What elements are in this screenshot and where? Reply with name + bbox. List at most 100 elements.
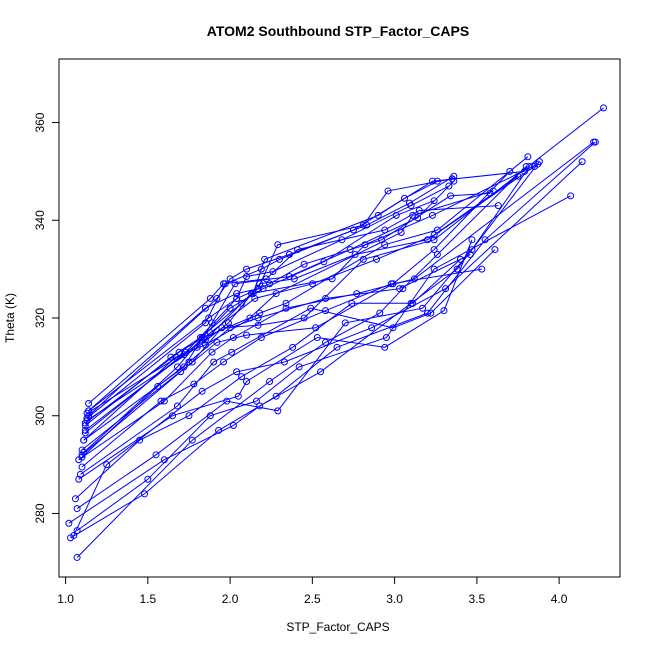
series-line xyxy=(76,166,527,558)
data-point xyxy=(206,294,214,302)
data-point xyxy=(223,397,231,405)
data-point xyxy=(85,407,93,415)
data-point xyxy=(175,348,183,356)
series-line xyxy=(73,161,583,536)
data-point xyxy=(233,290,241,298)
data-point xyxy=(389,324,397,332)
data-point xyxy=(272,290,280,298)
data-point xyxy=(243,272,251,280)
series-24 xyxy=(80,177,458,444)
data-point xyxy=(229,422,237,430)
y-tick-label: 320 xyxy=(33,308,47,328)
series-layer xyxy=(65,104,608,561)
data-point xyxy=(466,250,474,258)
data-point xyxy=(349,226,357,234)
data-point xyxy=(213,338,221,346)
data-point xyxy=(368,324,376,332)
data-point xyxy=(407,202,415,210)
series-line xyxy=(83,180,455,441)
series-line xyxy=(86,163,538,414)
data-point xyxy=(430,197,438,205)
data-point xyxy=(252,397,260,405)
data-point xyxy=(157,397,165,405)
data-point xyxy=(144,475,152,483)
data-point xyxy=(377,236,385,244)
data-point xyxy=(433,177,441,185)
data-point xyxy=(430,231,438,239)
data-point xyxy=(180,363,188,371)
series-line xyxy=(88,178,453,412)
data-point xyxy=(169,412,177,420)
data-point xyxy=(221,280,229,288)
data-point xyxy=(231,280,239,288)
series-line xyxy=(81,254,471,458)
x-tick-label: 4.0 xyxy=(551,592,568,606)
data-point xyxy=(409,299,417,307)
data-point xyxy=(373,255,381,263)
x-tick-label: 1.0 xyxy=(57,592,74,606)
data-point xyxy=(333,343,341,351)
data-point xyxy=(256,402,264,410)
series-line xyxy=(81,107,604,451)
x-tick-label: 2.0 xyxy=(222,592,239,606)
data-point xyxy=(317,368,325,376)
data-point xyxy=(76,470,84,478)
x-tick-label: 3.0 xyxy=(386,592,403,606)
data-point xyxy=(257,265,265,273)
data-point xyxy=(198,334,206,342)
x-tick-label: 3.5 xyxy=(469,592,486,606)
data-point xyxy=(259,285,267,293)
data-point xyxy=(152,451,160,459)
data-point xyxy=(81,422,89,430)
data-point xyxy=(282,304,290,312)
data-point xyxy=(243,331,251,339)
data-point xyxy=(226,304,234,312)
data-point xyxy=(224,319,232,327)
data-point xyxy=(274,407,282,415)
data-point xyxy=(80,436,88,444)
data-point xyxy=(285,272,293,280)
data-point xyxy=(414,214,422,222)
data-point xyxy=(215,426,223,434)
series-15 xyxy=(83,163,538,425)
y-tick-label: 300 xyxy=(33,405,47,425)
data-point xyxy=(419,304,427,312)
data-point xyxy=(71,495,79,503)
series-5 xyxy=(73,163,534,513)
data-point xyxy=(75,475,83,483)
data-point xyxy=(78,463,86,471)
data-point xyxy=(185,412,193,420)
data-point xyxy=(428,211,436,219)
series-22 xyxy=(81,177,441,430)
data-point xyxy=(201,304,209,312)
data-point xyxy=(400,194,408,202)
series-4 xyxy=(73,192,575,535)
data-point xyxy=(261,255,269,263)
data-point xyxy=(442,285,450,293)
data-point xyxy=(65,519,73,527)
x-axis-label: STP_Factor_CAPS xyxy=(286,620,389,634)
y-axis-label: Theta (K) xyxy=(3,293,17,343)
data-point xyxy=(173,402,181,410)
data-point xyxy=(243,265,251,273)
data-point xyxy=(521,167,529,175)
data-point xyxy=(396,285,404,293)
data-point xyxy=(322,307,330,315)
series-line xyxy=(78,141,595,461)
data-point xyxy=(590,138,598,146)
x-axis: 1.0 1.5 2.0 2.5 3.0 3.5 4.0 xyxy=(57,577,568,606)
data-point xyxy=(205,314,213,322)
data-point xyxy=(73,505,81,513)
data-point xyxy=(387,280,395,288)
data-point xyxy=(578,158,586,166)
data-point xyxy=(486,189,494,197)
data-point xyxy=(328,275,336,283)
series-line xyxy=(83,200,435,453)
data-point xyxy=(415,206,423,214)
data-point xyxy=(256,309,264,317)
data-point xyxy=(274,241,282,249)
data-point xyxy=(269,268,277,276)
data-point xyxy=(456,255,464,263)
data-point xyxy=(313,334,321,342)
data-point xyxy=(295,363,303,371)
